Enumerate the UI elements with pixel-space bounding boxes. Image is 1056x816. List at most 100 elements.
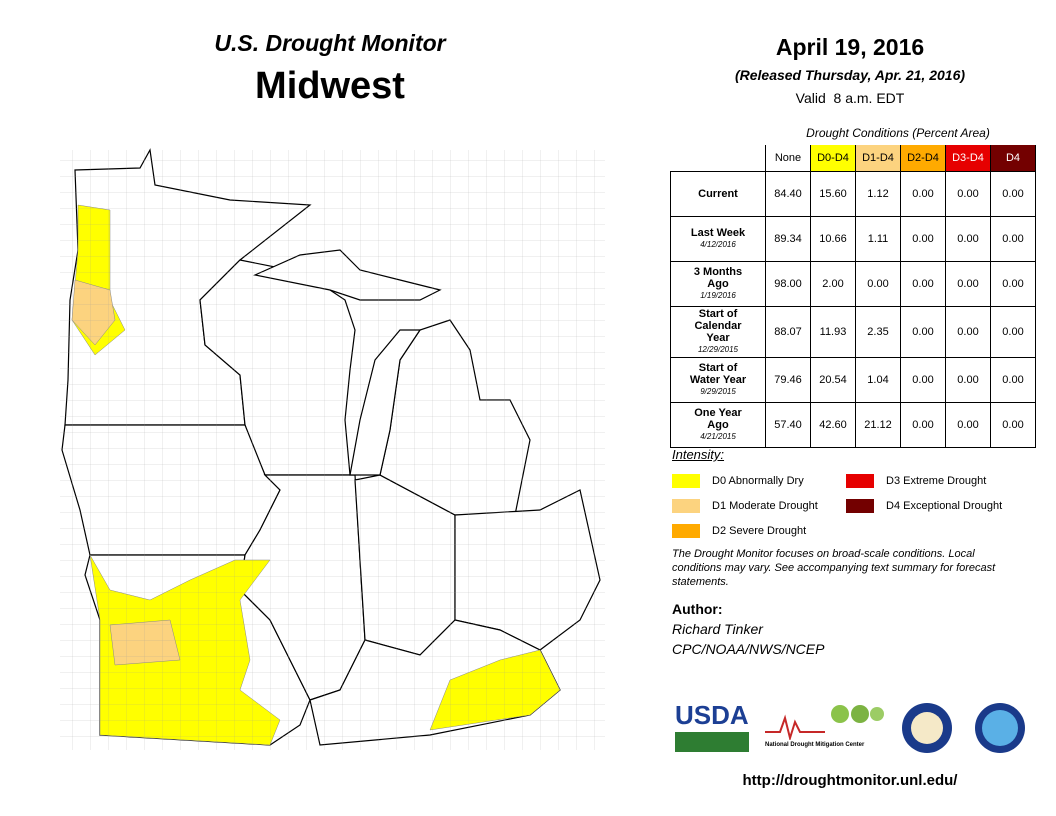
row-date: 1/19/2016 <box>700 291 736 300</box>
table-row: Last Week 4/12/2016 89.34 10.66 1.11 0.00 0.00… <box>670 216 1036 262</box>
row-label: Last Week 4/12/2016 <box>670 216 766 262</box>
conditions-table: None D0-D4 D1-D4 D2-D4 D3-D4 D4 Current 84.40 15… <box>670 145 1036 448</box>
row-name: 3 Months Ago <box>693 266 743 290</box>
row-name: Last Week <box>690 227 746 239</box>
url: http://droughtmonitor.unl.edu/ <box>742 772 958 789</box>
legend-swatch <box>846 499 874 513</box>
column-header: D1-D4 <box>855 145 901 172</box>
header-row: None D0-D4 D1-D4 D2-D4 D3-D4 D4 <box>671 145 1036 172</box>
ndmc-icon <box>765 705 884 740</box>
cell: 0.00 <box>945 216 991 262</box>
cell: 21.12 <box>855 402 901 448</box>
cell: 84.40 <box>765 171 811 217</box>
legend-label: D0 Abnormally Dry <box>712 475 804 487</box>
column-header: D0-D4 <box>810 145 856 172</box>
row-date: 4/12/2016 <box>700 240 736 249</box>
legend-item: D0 Abnormally Dry <box>672 474 804 488</box>
row-date: 9/29/2015 <box>700 387 736 396</box>
cell: 98.00 <box>765 261 811 307</box>
legend-item: D1 Moderate Drought <box>672 499 818 513</box>
row-name: One Year Ago <box>694 407 742 431</box>
cell: 88.07 <box>765 306 811 358</box>
cell: 0.00 <box>900 171 946 217</box>
cell: 0.00 <box>900 306 946 358</box>
released: (Released Thursday, Apr. 21, 2016) <box>734 67 966 83</box>
legend-item: D2 Severe Drought <box>672 524 806 538</box>
legend-item: D3 Extreme Drought <box>846 474 986 488</box>
legend-label: D4 Exceptional Drought <box>886 500 1003 512</box>
legend-item: D4 Exceptional Drought <box>846 499 1002 513</box>
cell: 10.66 <box>810 216 856 262</box>
table-row: Current 84.40 15.60 1.12 0.00 0.00 0.00 <box>670 171 1036 217</box>
table-row: 3 Months Ago 1/19/2016 98.00 2.00 0.00 0.00 0.… <box>670 261 1036 307</box>
column-header: D4 <box>990 145 1036 172</box>
program-title: U.S. Drought Monitor <box>214 30 446 56</box>
cell: 20.54 <box>810 357 856 403</box>
cell: 89.34 <box>765 216 811 262</box>
cell: 0.00 <box>990 261 1036 307</box>
cell: 0.00 <box>945 402 991 448</box>
cell: 1.04 <box>855 357 901 403</box>
cell: 0.00 <box>990 171 1036 217</box>
author-heading: Author: <box>672 601 723 617</box>
cell: 0.00 <box>945 261 991 307</box>
cell: 57.40 <box>765 402 811 448</box>
cell: 15.60 <box>810 171 856 217</box>
table-row: Start of Water Year 9/29/2015 79.46 20.54 1.… <box>670 357 1036 403</box>
column-header: None <box>765 145 811 172</box>
table-row: One Year Ago 4/21/2015 57.40 42.60 21.12 0.00… <box>670 402 1036 448</box>
cell: 0.00 <box>945 357 991 403</box>
row-label: One Year Ago 4/21/2015 <box>670 402 766 448</box>
legend-label: D1 Moderate Drought <box>712 500 818 512</box>
cell: 0.00 <box>900 261 946 307</box>
legend-swatch <box>672 499 700 513</box>
row-label: 3 Months Ago 1/19/2016 <box>670 261 766 307</box>
legend-title: Intensity: <box>672 447 725 462</box>
cell: 0.00 <box>900 357 946 403</box>
row-label: Start of Water Year 9/29/2015 <box>670 357 766 403</box>
note: The Drought Monitor focuses on broad-sca… <box>672 548 996 588</box>
row-label: Start of Calendar Year 12/29/2015 <box>670 306 766 358</box>
valid: Valid 8 a.m. EDT <box>795 90 905 106</box>
cell: 79.46 <box>765 357 811 403</box>
cell: 0.00 <box>990 357 1036 403</box>
row-name: Start of Water Year <box>689 362 747 386</box>
cell: 0.00 <box>900 216 946 262</box>
cell: 0.00 <box>945 306 991 358</box>
cell: 0.00 <box>855 261 901 307</box>
usda-bar <box>675 732 749 752</box>
cell: 0.00 <box>990 216 1036 262</box>
cell: 2.00 <box>810 261 856 307</box>
column-header: D2-D4 <box>900 145 946 172</box>
row-date: 4/21/2015 <box>700 432 736 441</box>
table-row: Start of Calendar Year 12/29/2015 88.07 11.… <box>670 306 1036 358</box>
table-caption: Drought Conditions (Percent Area) <box>806 126 990 140</box>
cell: 0.00 <box>990 402 1036 448</box>
usda-logo: USDA <box>675 700 749 730</box>
author-org: CPC/NOAA/NWS/NCEP <box>672 641 825 657</box>
legend-swatch <box>672 524 700 538</box>
cell: 0.00 <box>900 402 946 448</box>
cell: 0.00 <box>990 306 1036 358</box>
ndmc-logo: National Drought Mitigation Center <box>765 742 865 748</box>
cell: 1.11 <box>855 216 901 262</box>
row-name: Current <box>698 188 738 200</box>
legend-label: D3 Extreme Drought <box>886 475 987 487</box>
cell: 0.00 <box>945 171 991 217</box>
map <box>60 148 605 750</box>
cell: 1.12 <box>855 171 901 217</box>
corner <box>671 145 766 172</box>
cell: 2.35 <box>855 306 901 358</box>
author-name: Richard Tinker <box>672 621 763 637</box>
states <box>60 148 605 750</box>
cell: 11.93 <box>810 306 856 358</box>
row-name: Start of Calendar Year <box>694 308 742 344</box>
column-header: D3-D4 <box>945 145 991 172</box>
seals <box>902 703 1025 753</box>
row-label: Current <box>670 171 766 217</box>
region-title: Midwest <box>255 65 405 107</box>
legend-label: D2 Severe Drought <box>712 525 807 537</box>
cell: 42.60 <box>810 402 856 448</box>
date-title: April 19, 2016 <box>775 34 925 60</box>
